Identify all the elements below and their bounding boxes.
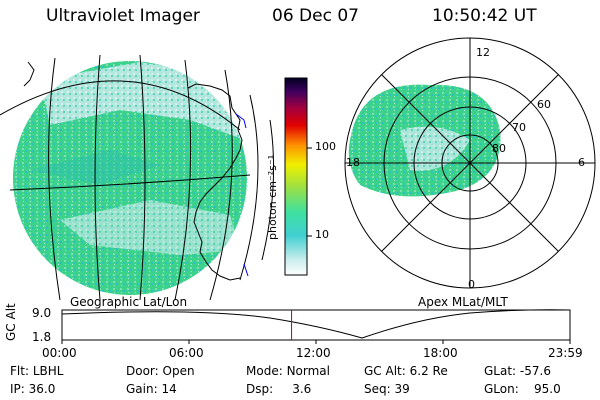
timeline-xtick-1800: 18:00 <box>423 346 458 360</box>
lat-label-80: 80 <box>492 142 506 155</box>
mode-field: Mode: Normal <box>246 364 330 378</box>
dsp-value: 3.6 <box>292 382 312 396</box>
dsp-field: Dsp: 3.6 <box>246 382 312 396</box>
glat-value: -57.6 <box>519 364 551 378</box>
ip-value: 36.0 <box>28 382 56 396</box>
colorbar-tick-100: 100 <box>315 140 336 153</box>
colorbar-tick-10: 10 <box>315 228 329 241</box>
door-value: Open <box>162 364 195 378</box>
timeline-xtick-0600: 06:00 <box>169 346 204 360</box>
coastline <box>187 83 243 281</box>
time-label: 10:50:42 UT <box>432 6 537 26</box>
glat-field: GLat: -57.6 <box>484 364 551 378</box>
polar-plot <box>344 37 596 289</box>
lat-label-60: 60 <box>537 98 551 111</box>
mlt-label-18: 18 <box>346 156 360 169</box>
door-field: Door: Open <box>126 364 195 378</box>
mlt-label-12: 12 <box>476 46 490 59</box>
timeline-xtick-0000: 00:00 <box>42 346 77 360</box>
ip-field: IP: 36.0 <box>10 382 56 396</box>
geo-map-caption: Geographic Lat/Lon <box>70 295 188 309</box>
gcalt-value: 6.2 Re <box>409 364 448 378</box>
colorbar-unit-label: photon cm⁻²s⁻¹ <box>266 154 279 240</box>
mlt-label-0: 0 <box>468 278 475 291</box>
gcalt-field: GC Alt: 6.2 Re <box>364 364 448 378</box>
geographic-map <box>0 54 275 301</box>
flt-value: LBHL <box>32 364 64 378</box>
timeline-ytick-bottom: 1.8 <box>32 330 52 344</box>
lat-label-70: 70 <box>512 121 526 134</box>
glon-field: GLon: 95.0 <box>484 382 561 396</box>
apex-map-caption: Apex MLat/MLT <box>418 295 508 309</box>
gain-field: Gain: 14 <box>126 382 177 396</box>
gain-value: 14 <box>161 382 177 396</box>
glon-value: 95.0 <box>534 382 561 396</box>
timeline-ytick-top: 9.0 <box>32 306 52 320</box>
mode-value: Normal <box>286 364 330 378</box>
seq-value: 39 <box>394 382 410 396</box>
date-label: 06 Dec 07 <box>272 6 359 26</box>
timeline-ylabel: GC Alt <box>4 303 18 341</box>
color-scale-bar <box>284 77 308 276</box>
mlt-label-6: 6 <box>578 156 585 169</box>
altitude-timeline <box>61 309 571 344</box>
flt-field: Flt: LBHL <box>10 364 64 378</box>
timeline-xtick-2359: 23:59 <box>548 346 583 360</box>
seq-field: Seq: 39 <box>364 382 410 396</box>
timeline-xtick-1200: 12:00 <box>296 346 331 360</box>
app-title: Ultraviolet Imager <box>46 6 200 26</box>
altitude-curve <box>61 309 571 339</box>
